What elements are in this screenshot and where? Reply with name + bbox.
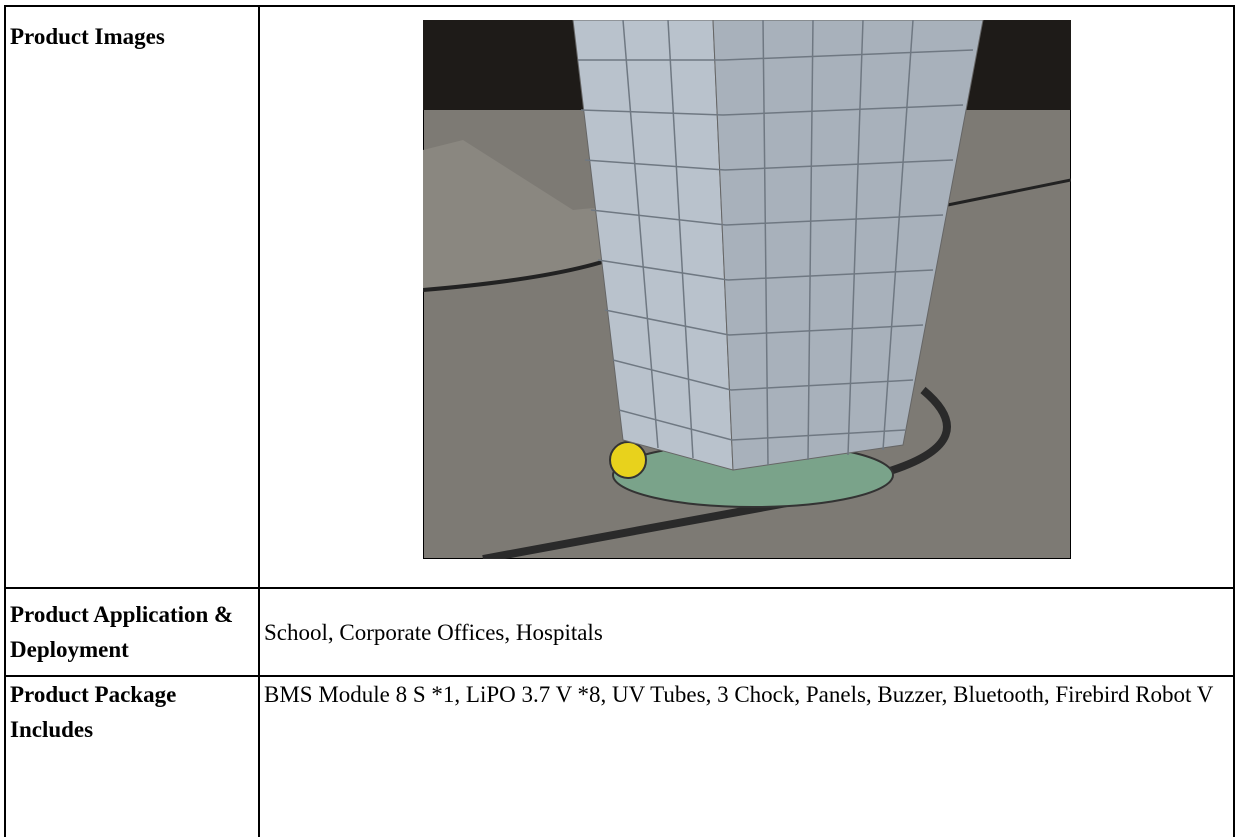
table-row: Product Application & Deployment School,… [4, 587, 1235, 677]
image-cell [258, 5, 1235, 589]
product-table: Product Images [4, 5, 1235, 837]
row-value: School, Corporate Offices, Hospitals [258, 587, 1235, 677]
row-label: Product Images [4, 5, 260, 589]
row-value: BMS Module 8 S *1, LiPO 3.7 V *8, UV Tub… [258, 675, 1235, 837]
table-row: Product Images [4, 5, 1235, 589]
row-label: Product Application & Deployment [4, 587, 260, 677]
table-row: Product Package Includes BMS Module 8 S … [4, 675, 1235, 837]
row-label: Product Package Includes [4, 675, 260, 837]
page: Product Images [4, 5, 1235, 837]
product-image [423, 20, 1071, 559]
